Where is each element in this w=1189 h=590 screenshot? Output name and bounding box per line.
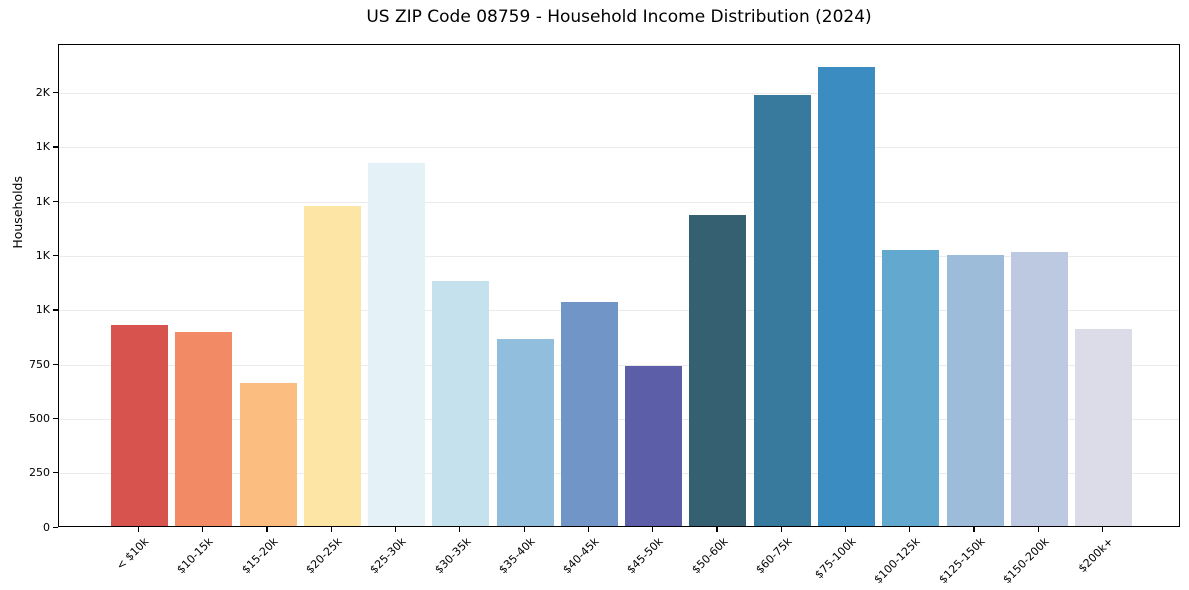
bar-50-60k [689, 215, 747, 526]
x-axis-tick-label-text: $15-20k [238, 535, 281, 577]
bar-200k [1075, 329, 1133, 526]
y-axis-tick [53, 472, 58, 474]
x-axis-tick-label-text: $100-125k [871, 535, 923, 587]
gridline [59, 256, 1179, 258]
x-axis-tick-label-text: $30-35k [431, 535, 474, 577]
x-axis-tick [266, 527, 268, 532]
x-axis-tick [202, 527, 204, 532]
bar-20-25k [303, 205, 361, 526]
x-axis-tick-label-text: $40-45k [560, 535, 602, 577]
y-axis-tick-label: 1K [35, 140, 50, 154]
x-axis-tick [716, 527, 718, 532]
bar-15-20k [239, 382, 297, 526]
gridline [59, 418, 1179, 420]
bar-40-45k [560, 302, 618, 526]
x-axis-tick-label-text: $150-200k [1000, 535, 1052, 587]
gridline [59, 310, 1179, 312]
y-axis-tick-label: 750 [29, 357, 50, 371]
x-axis-tick-label-text: $45-50k [624, 535, 666, 577]
chart-title: US ZIP Code 08759 - Household Income Dis… [366, 7, 872, 27]
bar-150-200k [1010, 252, 1068, 526]
y-axis-tick-label: 2K [35, 86, 50, 100]
x-axis-tick [1037, 527, 1039, 532]
y-axis-tick [53, 92, 58, 94]
gridline [59, 473, 1179, 475]
gridline [59, 147, 1179, 149]
x-axis-tick [780, 527, 782, 532]
bar-10-15k [175, 331, 233, 526]
y-axis-tick-label: 1K [35, 194, 50, 208]
bar-35-40k [496, 339, 554, 526]
y-axis-tick-label: 250 [29, 466, 50, 480]
y-axis-tick [53, 146, 58, 148]
x-axis-tick-label-text: $60-75k [753, 535, 795, 577]
bar-100-125k [882, 250, 940, 526]
y-axis-tick [53, 255, 58, 257]
y-axis-tick [53, 417, 58, 420]
bar-75-100k [817, 66, 875, 526]
x-axis-tick-label-text: $75-100k [812, 535, 859, 582]
bar-25-30k [368, 163, 426, 526]
x-axis-tick [394, 527, 397, 532]
x-axis-tick [330, 527, 332, 532]
x-axis-tick [137, 527, 140, 532]
y-axis-tick [53, 200, 58, 202]
bar-60-75k [753, 94, 811, 526]
x-axis-tick [844, 527, 847, 532]
bar-30-35k [432, 280, 490, 526]
x-axis-tick [587, 527, 589, 532]
bar-10k [111, 325, 168, 526]
gridline [59, 364, 1179, 366]
plot-area [58, 44, 1180, 527]
y-axis-tick-label: 0 [43, 520, 50, 534]
x-axis-tick [973, 527, 975, 532]
x-axis-tick-label-text: $125-150k [936, 535, 988, 587]
x-axis-tick-label-text: $35-40k [496, 535, 538, 577]
x-axis-tick-label-text: < $10k [114, 535, 152, 573]
y-axis-tick-label: 500 [29, 411, 50, 425]
y-axis-tick [53, 309, 58, 311]
y-axis-label: Households [10, 175, 25, 249]
y-axis-tick [53, 363, 58, 365]
x-axis-tick [1101, 527, 1104, 532]
bar-45-50k [625, 366, 683, 526]
bar-125-150k [946, 254, 1004, 526]
x-axis-tick-label-text: $200k+ [1075, 535, 1116, 576]
y-axis-tick-label: 1K [35, 303, 50, 317]
x-axis-tick-label-text: $25-30k [367, 535, 409, 577]
y-axis-tick [53, 526, 58, 528]
x-axis-tick [459, 527, 461, 532]
x-axis-tick [523, 527, 525, 532]
x-axis-tick-label-text: $20-25k [303, 535, 345, 577]
x-axis-tick [909, 527, 911, 532]
gridline [59, 93, 1179, 95]
gridline [59, 201, 1179, 203]
x-axis-tick-label-text: $10-15k [174, 535, 216, 577]
x-axis-tick-label-text: $50-60k [688, 535, 731, 577]
y-axis-tick-label: 1K [35, 249, 50, 263]
x-axis-tick [652, 527, 654, 532]
